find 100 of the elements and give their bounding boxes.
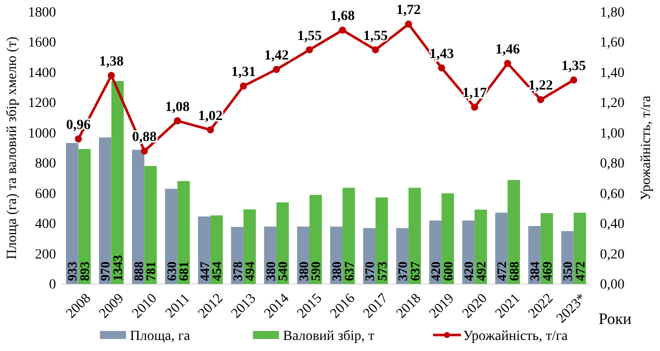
- data-label: 681: [176, 262, 192, 281]
- point: [471, 104, 478, 111]
- y2-tick-label: 1,80: [600, 5, 624, 20]
- data-label: 630: [164, 262, 179, 281]
- bar: [276, 202, 289, 284]
- data-label: 933: [64, 261, 80, 281]
- data-label: 472: [494, 262, 509, 281]
- bar: [165, 188, 178, 284]
- data-label: 469: [539, 261, 554, 281]
- data-label: 492: [473, 262, 488, 281]
- point: [206, 126, 214, 134]
- legend-label: Валовий збір, т: [283, 329, 374, 344]
- bar: [78, 149, 91, 284]
- point: [174, 117, 181, 124]
- y2-tick-label: 0,80: [600, 156, 624, 172]
- point: [372, 46, 380, 54]
- x-tick-label: 2011: [163, 291, 194, 322]
- point: [504, 60, 512, 67]
- data-label: 1,42: [264, 48, 289, 64]
- y-axis-title: Площа (га) та валовий збір хмелю (т): [5, 36, 20, 260]
- point: [570, 76, 578, 84]
- y2-tick-label: 1,00: [600, 126, 624, 142]
- data-label: 573: [374, 261, 390, 281]
- data-label: 888: [130, 261, 146, 281]
- bar: [442, 193, 454, 284]
- data-label: 600: [440, 262, 456, 281]
- y-tick-label: 800: [35, 156, 56, 172]
- bar: [342, 188, 355, 284]
- data-label: 370: [394, 262, 410, 281]
- y2-tick-label: 0,60: [600, 186, 624, 202]
- point: [272, 66, 280, 73]
- point: [306, 46, 314, 54]
- data-label: 420: [428, 262, 443, 281]
- point: [438, 64, 446, 72]
- point: [404, 20, 412, 28]
- point: [240, 82, 248, 90]
- data-label: 1,31: [231, 65, 256, 80]
- bar: [495, 212, 508, 284]
- y2-tick-label: 0,20: [600, 247, 624, 262]
- data-label: 380: [296, 262, 311, 281]
- data-label: 370: [362, 262, 377, 281]
- bar: [198, 216, 210, 284]
- data-label: 1,55: [363, 28, 388, 44]
- bar: [376, 197, 388, 284]
- point: [338, 26, 346, 34]
- y2-axis-title: Урожайність, т/га: [639, 94, 654, 200]
- y2-tick-label: 1,20: [600, 96, 624, 112]
- data-label: 893: [77, 261, 92, 281]
- bar: [177, 181, 190, 284]
- y-tick-label: 200: [35, 247, 56, 262]
- point: [537, 96, 544, 104]
- bar: [111, 81, 124, 284]
- data-label: 1,72: [396, 3, 421, 18]
- data-label: 384: [526, 261, 542, 281]
- data-label: 1,35: [561, 59, 586, 74]
- data-label: 1343: [110, 254, 126, 281]
- y-tick-label: 1600: [28, 36, 56, 51]
- y2-tick-label: 0,40: [600, 217, 624, 232]
- point: [74, 135, 82, 142]
- y-tick-label: 0: [49, 277, 56, 292]
- legend-label: Площа, га: [130, 329, 191, 344]
- data-label: 494: [242, 261, 258, 281]
- data-label: 1,55: [297, 28, 322, 44]
- data-label: 970: [98, 262, 113, 281]
- y2-tick-label: 1,60: [600, 36, 624, 51]
- data-label: 540: [275, 262, 290, 281]
- y-tick-label: 1800: [28, 5, 56, 20]
- bar: [132, 150, 144, 284]
- x-axis-title: Роки: [598, 311, 632, 328]
- data-label: 447: [196, 261, 212, 281]
- bar: [508, 180, 520, 284]
- y2-tick-label: 0,00: [600, 277, 624, 292]
- data-label: 637: [407, 261, 422, 281]
- data-label: 781: [143, 262, 158, 281]
- y-tick-label: 1400: [28, 66, 56, 81]
- y-tick-label: 1000: [28, 126, 56, 142]
- bar: [98, 137, 112, 284]
- point: [140, 147, 148, 155]
- bar: [243, 209, 256, 284]
- data-label: 380: [262, 262, 278, 281]
- data-label: 1,08: [165, 100, 190, 115]
- data-label: 1,22: [528, 78, 553, 94]
- point: [108, 72, 115, 80]
- data-label: 1,46: [495, 42, 520, 58]
- bar: [66, 143, 78, 284]
- bar: [210, 215, 223, 284]
- data-label: 637: [341, 261, 356, 281]
- y-tick-label: 400: [35, 217, 56, 232]
- bar: [144, 166, 157, 284]
- bar: [474, 210, 487, 284]
- data-label: 380: [328, 262, 344, 281]
- data-label: 420: [460, 262, 476, 281]
- data-label: 454: [209, 261, 224, 281]
- legend-label: Урожайність, т/га: [463, 329, 569, 344]
- bar: [574, 212, 586, 284]
- data-label: 1,68: [330, 9, 355, 24]
- data-label: 1,38: [99, 54, 124, 70]
- y2-tick-label: 1,40: [600, 66, 624, 81]
- y-tick-label: 1200: [28, 96, 56, 112]
- bar: [309, 194, 322, 284]
